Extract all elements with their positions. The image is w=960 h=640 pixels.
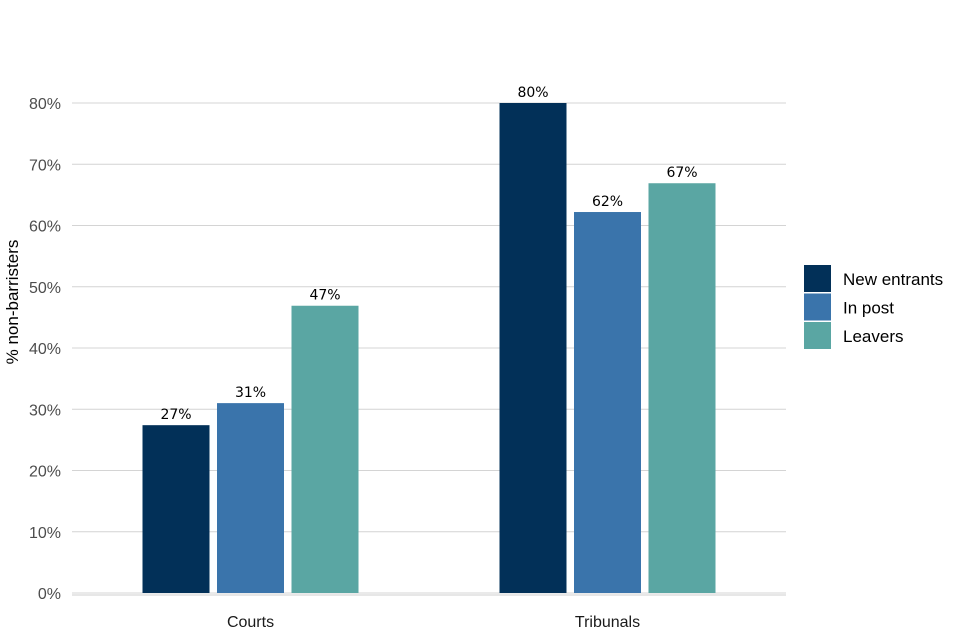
data-label: 62%: [592, 194, 623, 210]
legend-label: In post: [843, 299, 894, 318]
legend: New entrants In post Leavers: [804, 265, 943, 349]
y-tick-label: 80%: [29, 96, 61, 113]
data-label: 80%: [517, 85, 548, 101]
y-tick-label: 60%: [29, 219, 61, 236]
bars: [142, 103, 716, 594]
data-label: 47%: [309, 288, 340, 304]
y-tick-label: 20%: [29, 464, 61, 481]
x-axis-categories: Courts Tribunals: [227, 614, 640, 631]
y-tick-label: 70%: [29, 157, 61, 174]
legend-label: New entrants: [843, 270, 943, 289]
bar-leavers-courts: [291, 305, 359, 593]
data-label: 27%: [160, 407, 191, 423]
bar-new-entrants-courts: [142, 425, 210, 593]
bar-new-entrants-tribunals: [499, 103, 567, 593]
bar-in-post-courts: [217, 403, 284, 593]
y-axis-title: % non-barristers: [3, 240, 22, 365]
y-tick-label: 10%: [29, 525, 61, 542]
x-category-label: Courts: [227, 614, 274, 631]
legend-swatch: [804, 293, 831, 321]
legend-swatch: [804, 322, 831, 349]
data-label: 67%: [666, 165, 697, 181]
data-label: 31%: [235, 385, 266, 401]
y-tick-label: 40%: [29, 341, 61, 358]
y-tick-label: 50%: [29, 280, 61, 297]
x-category-label: Tribunals: [575, 614, 640, 631]
data-labels: 27% 31% 47% 80% 62% 67%: [160, 85, 697, 423]
legend-label: Leavers: [843, 327, 903, 346]
bar-leavers-tribunals: [648, 183, 716, 594]
legend-swatch: [804, 265, 831, 292]
bar-in-post-tribunals: [574, 212, 641, 593]
y-tick-label: 30%: [29, 402, 61, 419]
y-tick-label: 0%: [38, 586, 61, 603]
y-axis-ticks: 0% 10% 20% 30% 40% 50% 60% 70% 80%: [29, 96, 61, 603]
